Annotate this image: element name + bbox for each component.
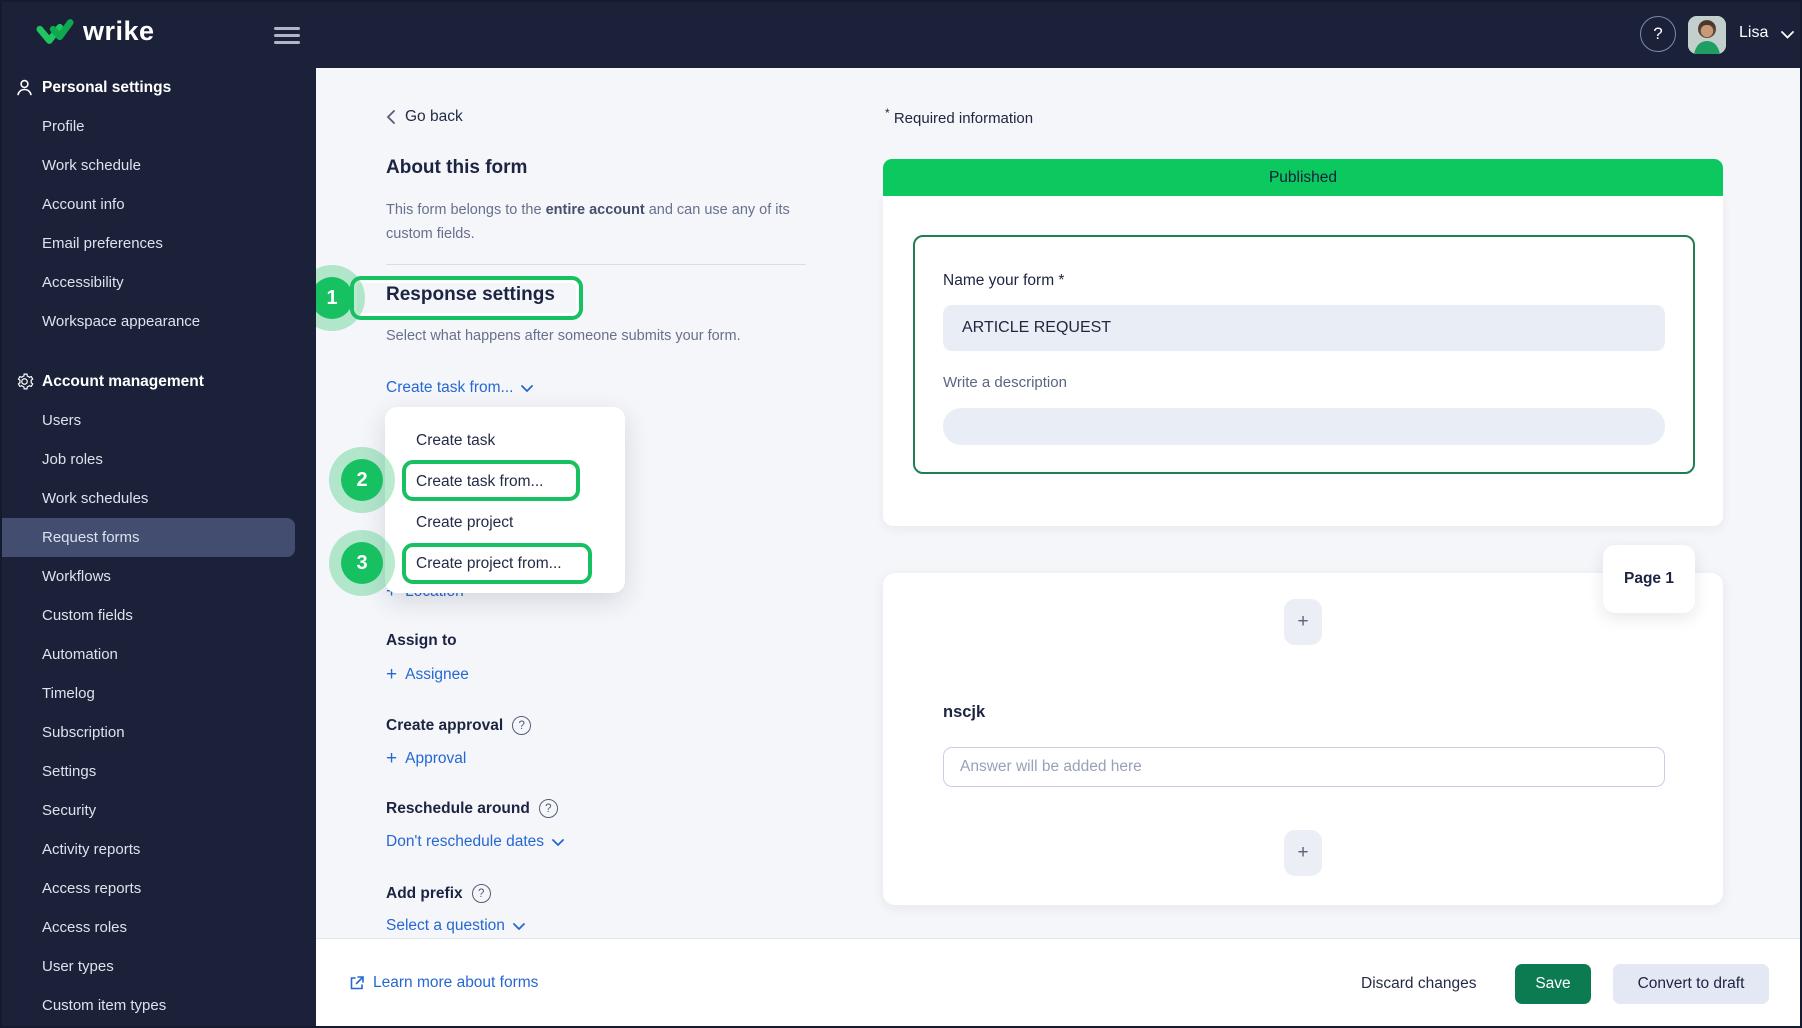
top-bar: wrike ? Lisa [2,2,1800,68]
sidebar-item-request-forms[interactable]: Request forms [2,518,295,557]
annotation-step-3-badge: 3 [341,542,383,584]
page-1-tab[interactable]: Page 1 [1603,545,1695,613]
question-label: nscjk [943,703,986,721]
chevron-left-icon [386,110,395,124]
sidebar-item-workspace-appearance[interactable]: Workspace appearance [42,313,201,330]
form-name-input[interactable]: ARTICLE REQUEST [943,305,1665,351]
sidebar-item-automation[interactable]: Automation [42,646,118,663]
learn-more-link[interactable]: Learn more about forms [349,974,538,992]
sidebar-item-subscription[interactable]: Subscription [42,724,125,741]
avatar[interactable] [1688,16,1726,54]
annotation-step-2-badge: 2 [341,459,383,501]
add-question-button-top[interactable]: + [1284,599,1322,645]
published-status-banner: Published [883,159,1723,196]
external-link-icon [349,975,365,991]
response-settings-title: Response settings [386,284,555,305]
required-information-note: * Required information [885,106,1034,127]
sidebar-item-workflows[interactable]: Workflows [42,568,111,585]
discard-changes-button[interactable]: Discard changes [1361,975,1477,992]
chevron-down-icon[interactable] [1781,31,1794,39]
sidebar-item-timelog[interactable]: Timelog [42,685,95,702]
response-settings-description: Select what happens after someone submit… [386,328,741,344]
hamburger-menu-icon[interactable] [274,23,300,47]
menu-item-create-project[interactable]: Create project [416,513,514,531]
sidebar-item-access-reports[interactable]: Access reports [42,880,142,897]
reschedule-dates-selector[interactable]: Don't reschedule dates [386,833,564,851]
question-help-icon[interactable]: ? [471,884,491,903]
person-icon [15,78,34,97]
question-help-icon[interactable]: ? [512,716,532,735]
sidebar-item-users[interactable]: Users [42,412,82,429]
sidebar-item-account-info[interactable]: Account info [42,196,125,213]
menu-item-create-task[interactable]: Create task [416,431,496,449]
add-assignee-link[interactable]: + Assignee [386,664,469,685]
sidebar-item-user-types[interactable]: User types [42,958,114,975]
chevron-down-icon [513,922,525,930]
about-form-description: This form belongs to the entire account … [386,202,790,242]
sidebar-item-security[interactable]: Security [42,802,97,819]
wrike-check-icon [36,17,74,47]
sidebar-section-personal-settings[interactable]: Personal settings [2,68,316,107]
sidebar-item-custom-fields[interactable]: Custom fields [42,607,133,624]
help-icon[interactable]: ? [1640,16,1676,52]
create-task-from-selector[interactable]: Create task from... [386,379,534,397]
sidebar-item-work-schedule[interactable]: Work schedule [42,157,141,174]
plus-icon: + [386,664,398,685]
chevron-down-icon [552,838,564,846]
create-approval-title: Create approval ? [386,716,532,735]
wrike-logo[interactable]: wrike [36,16,155,47]
question-help-icon[interactable]: ? [538,799,558,818]
go-back-button[interactable]: Go back [386,108,463,126]
form-description-label: Write a description [943,374,1067,391]
about-form-title: About this form [386,157,528,178]
save-button[interactable]: Save [1515,964,1591,1004]
settings-sidebar: Personal settings Profile Work schedule … [2,68,316,1026]
add-prefix-title: Add prefix ? [386,884,491,903]
create-from-dropdown-menu: Create task Create task from... Create p… [385,407,625,593]
sidebar-item-profile[interactable]: Profile [42,118,85,135]
convert-to-draft-button[interactable]: Convert to draft [1613,964,1769,1004]
gear-icon [15,372,34,391]
add-approval-link[interactable]: + Approval [386,748,467,769]
sidebar-item-work-schedules[interactable]: Work schedules [42,490,149,507]
menu-item-create-project-from[interactable]: Create project from... [416,554,562,572]
sidebar-item-email-preferences[interactable]: Email preferences [42,235,163,252]
form-description-input[interactable] [943,408,1665,445]
form-name-label: Name your form * [943,272,1065,289]
section-divider [386,264,806,265]
sidebar-item-settings[interactable]: Settings [42,763,97,780]
assign-to-title: Assign to [386,632,457,649]
reschedule-around-title: Reschedule around ? [386,799,558,818]
user-name[interactable]: Lisa [1739,24,1769,41]
menu-item-create-task-from[interactable]: Create task from... [416,472,544,490]
annotation-step-1-badge: 1 [311,277,353,319]
sidebar-item-access-roles[interactable]: Access roles [42,919,128,936]
sidebar-section-account-management[interactable]: Account management [2,362,316,401]
plus-icon: + [386,748,398,769]
sidebar-item-custom-item-types[interactable]: Custom item types [42,997,167,1014]
brand-name: wrike [83,16,155,46]
sidebar-item-accessibility[interactable]: Accessibility [42,274,124,291]
chevron-down-icon [521,384,534,392]
sidebar-item-job-roles[interactable]: Job roles [42,451,103,468]
sidebar-item-activity-reports[interactable]: Activity reports [42,841,141,858]
answer-input[interactable] [943,747,1665,787]
prefix-question-selector[interactable]: Select a question [386,917,525,935]
add-question-button-bottom[interactable]: + [1284,830,1322,876]
